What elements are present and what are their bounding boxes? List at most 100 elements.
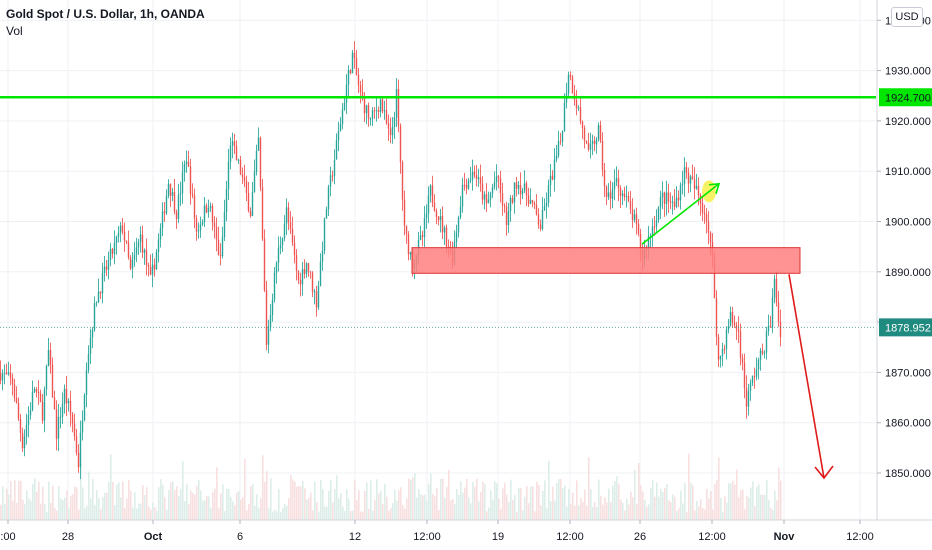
currency-button[interactable]: USD [891, 7, 923, 27]
candle-body [423, 217, 426, 237]
candle-body [721, 348, 724, 356]
volume-bar [84, 508, 86, 520]
candle-body [765, 331, 768, 353]
candle-body [399, 125, 402, 163]
candle-body [121, 225, 124, 232]
volume-bar [168, 490, 170, 520]
candle-body [115, 236, 118, 243]
price-tick-label: 1850.000 [885, 468, 931, 480]
candle-body [371, 110, 374, 119]
candle-body [109, 248, 112, 260]
candle-body [365, 105, 368, 114]
candle-body [243, 177, 246, 181]
volume-bar [204, 500, 206, 520]
volume-bar [694, 510, 696, 520]
candle-body [373, 110, 376, 112]
candle-body [607, 192, 610, 198]
candle-body [777, 302, 780, 323]
candle-body [505, 206, 508, 226]
candle-body [441, 216, 444, 233]
volume-bar [552, 486, 554, 520]
volume-bar [732, 480, 734, 520]
candle-body [729, 312, 732, 327]
volume-bar [596, 507, 598, 520]
volume-bar [722, 511, 724, 520]
volume-bar [0, 504, 2, 520]
candle-body [519, 184, 522, 195]
volume-bar [36, 491, 38, 520]
candle-body [735, 325, 738, 330]
candle-body [135, 247, 138, 255]
candle-body [691, 176, 694, 180]
volume-bar [540, 505, 542, 520]
candle-body [551, 175, 554, 180]
volume-bar [514, 495, 516, 520]
candle-body [491, 187, 494, 194]
volume-bar [466, 478, 468, 520]
candle-body [719, 355, 722, 360]
volume-bar [754, 506, 756, 520]
volume-bar [398, 490, 400, 520]
candle-body [337, 131, 340, 141]
volume-bar [718, 457, 720, 520]
resistance-price-badge [879, 88, 932, 107]
volume-bar [126, 498, 128, 520]
volume-bar [256, 494, 258, 520]
candle-body [501, 193, 504, 206]
volume-bar [348, 499, 350, 520]
candle-body [7, 372, 10, 375]
candle-body [613, 182, 616, 190]
candle-body [49, 350, 52, 365]
candle-body [457, 217, 460, 233]
volume-bar [96, 490, 98, 520]
volume-bar [42, 486, 44, 520]
candle-body [91, 330, 94, 338]
volume-bar [608, 488, 610, 520]
volume-bar [66, 490, 68, 520]
volume-bar [180, 488, 182, 520]
volume-bar [344, 511, 346, 520]
candle-body [389, 128, 392, 136]
volume-bar [242, 497, 244, 520]
volume-bar [156, 510, 158, 520]
candle-body [201, 221, 204, 225]
candle-body [67, 400, 70, 404]
volume-bar [520, 487, 522, 520]
volume-bar [364, 491, 366, 520]
candle-body [217, 239, 220, 256]
volume-bar [338, 498, 340, 520]
chart-annotations [0, 96, 876, 480]
volume-bar [570, 503, 572, 520]
volume-bar [296, 486, 298, 520]
volume-bar [238, 491, 240, 520]
volume-bar [688, 453, 690, 520]
candle-body [263, 238, 266, 291]
candle-body [381, 99, 384, 112]
volume-bar [378, 493, 380, 520]
volume-bar [200, 490, 202, 520]
volume-bar [130, 490, 132, 520]
volume-bar [632, 497, 634, 520]
volume-bar [462, 492, 464, 520]
candle-body [715, 298, 718, 337]
volume-bar [158, 487, 160, 520]
volume-bar [226, 488, 228, 520]
candle-body [277, 248, 280, 263]
candle-body [769, 325, 772, 327]
volume-bar [602, 504, 604, 520]
candle-body [553, 159, 556, 180]
volume-bar [4, 503, 6, 520]
candle-body [445, 227, 448, 247]
volume-bar [286, 505, 288, 520]
candle-body [621, 193, 624, 196]
volume-bar [740, 490, 742, 520]
candle-body [639, 233, 642, 250]
volume-bar [386, 496, 388, 520]
candle-body [173, 192, 176, 212]
candle-body [733, 322, 736, 326]
candle-body [141, 234, 144, 253]
volume-bar [636, 503, 638, 520]
candle-body [599, 125, 602, 141]
volume-bar [470, 503, 472, 520]
